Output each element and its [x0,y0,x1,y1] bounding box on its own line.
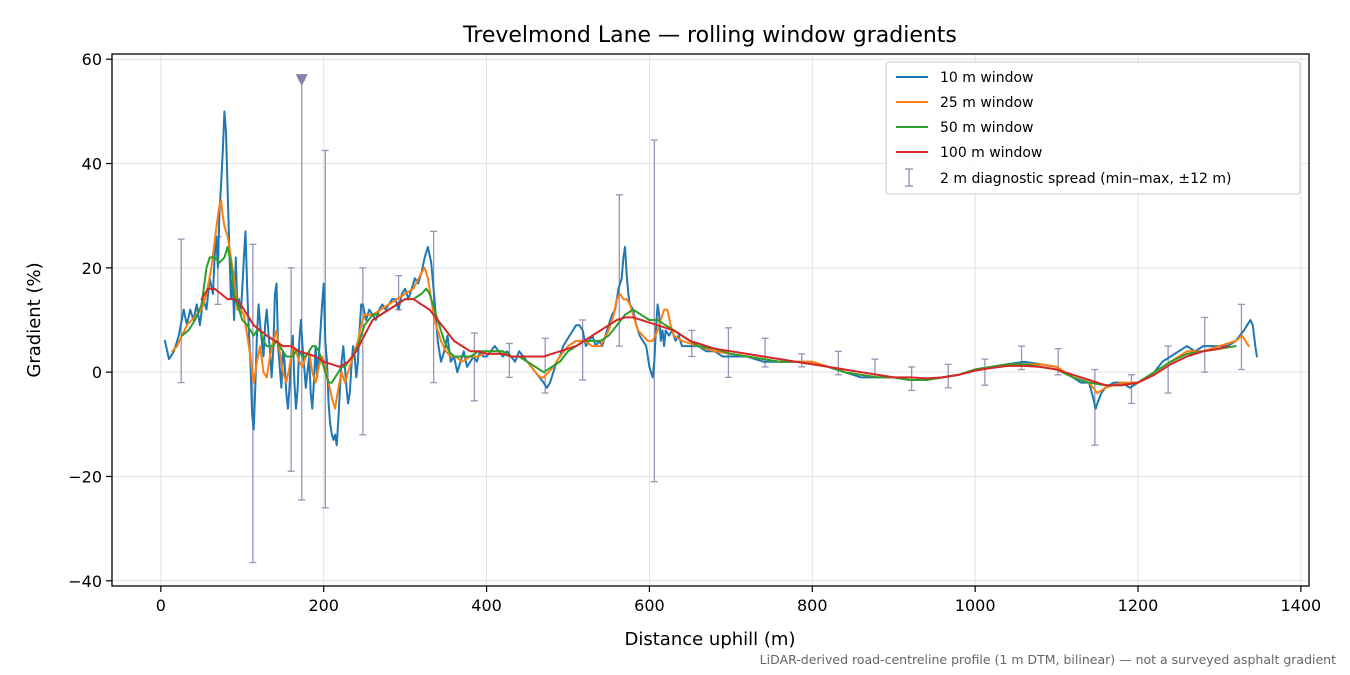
spread-bar [650,139,658,483]
series-line-w10 [163,110,1258,447]
x-tick-label: 800 [797,596,828,615]
spread-bar [798,353,806,368]
x-tick-label: 1200 [1118,596,1159,615]
y-tick-label: 0 [92,363,102,382]
x-tick-label: 1000 [955,596,996,615]
spread-bar [359,267,367,436]
x-tick-label: 600 [634,596,665,615]
x-tick-label: 0 [156,596,166,615]
x-axis-label: Distance uphill (m) [625,629,796,650]
y-axis-label: Gradient (%) [24,262,45,377]
x-tick-label: 400 [471,596,502,615]
y-tick-label: 40 [82,155,102,174]
x-tick-label: 200 [308,596,339,615]
y-axis-ticks: −40 −20 0 20 40 60 [68,50,112,591]
legend-label-spread: 2 m diagnostic spread (min–max, ±12 m) [940,171,1231,187]
spread-marker [295,74,308,87]
plot-frame [111,53,1310,587]
legend-label-50m: 50 m window [940,120,1033,136]
legend-box [885,61,1301,195]
x-tick-label: 1400 [1280,596,1321,615]
legend: 10 m window 25 m window 50 m window 100 … [885,61,1301,195]
spread-bar [505,342,513,379]
footnote: LiDAR-derived road-centreline profile (1… [760,652,1336,667]
chart-title: Trevelmond Lane — rolling window gradien… [462,23,957,48]
spread-bar [1164,345,1172,394]
spread-bar [249,243,257,564]
y-tick-label: −40 [68,572,102,591]
grid [112,54,1309,586]
y-tick-label: −20 [68,467,102,486]
spread-bar [470,332,478,402]
y-tick-label: 20 [82,259,102,278]
series-line-w100 [200,287,1229,387]
series-lines [163,110,1258,447]
x-axis-ticks: 0 200 400 600 800 1000 1200 1400 [156,586,1321,615]
spread-bar [908,366,916,392]
legend-swatch-spread [905,168,913,187]
spread-bar [1127,374,1135,405]
y-tick-label: 60 [82,50,102,69]
plot-area [163,74,1258,564]
spread-marker-triangle [295,74,308,87]
legend-label-10m: 10 m window [940,70,1033,86]
legend-label-100m: 100 m window [940,145,1042,161]
spread-bar [177,238,185,384]
spread-bar [1201,316,1209,373]
legend-label-25m: 25 m window [940,95,1033,111]
spread-bar [981,358,989,386]
